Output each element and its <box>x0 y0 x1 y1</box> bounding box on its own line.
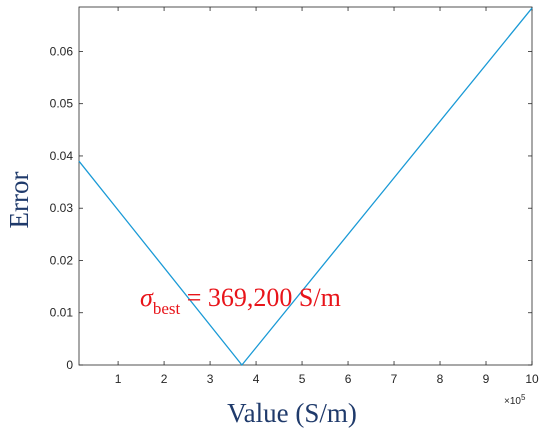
y-tick-label: 0.02 <box>50 253 74 267</box>
x-axis-exponent-value: 5 <box>521 393 526 402</box>
x-axis-exponent: ×105 <box>504 393 526 407</box>
y-axis-label: Error <box>4 172 34 229</box>
x-tick-label: 3 <box>207 372 214 386</box>
series-line <box>78 7 533 367</box>
x-tick-label: 4 <box>253 372 260 386</box>
x-tick-label: 8 <box>437 372 444 386</box>
axes: 1 2 3 4 5 6 7 8 9 10 0 0.01 0.02 0.03 0.04 0.05 0.06 <box>50 6 539 386</box>
x-axis-multiplier: ×10 <box>504 396 521 407</box>
series-group <box>78 7 533 367</box>
x-tick-label: 10 <box>525 372 539 386</box>
y-tick-label: 0.01 <box>50 306 74 320</box>
x-tick-label: 6 <box>345 372 352 386</box>
annotation-text: = 369,200 S/m <box>180 283 341 312</box>
y-tick-label: 0.06 <box>50 44 74 58</box>
y-tick-label: 0.05 <box>50 97 74 111</box>
x-tick-label: 2 <box>161 372 168 386</box>
y-tick-label: 0.03 <box>50 201 74 215</box>
annotation-sigma-best: σbest = 369,200 S/m <box>140 283 341 318</box>
annotation-symbol: σ <box>140 283 154 312</box>
x-tick-label: 1 <box>115 372 122 386</box>
y-tick-label: 0 <box>66 358 73 372</box>
x-tick-label: 7 <box>391 372 398 386</box>
x-tick-label: 5 <box>299 372 306 386</box>
x-axis-label: Value (S/m) <box>227 398 357 428</box>
annotation-subscript: best <box>153 299 181 318</box>
y-tick-label: 0.04 <box>50 149 74 163</box>
x-tick-label: 9 <box>483 372 490 386</box>
plot-box <box>78 6 533 366</box>
